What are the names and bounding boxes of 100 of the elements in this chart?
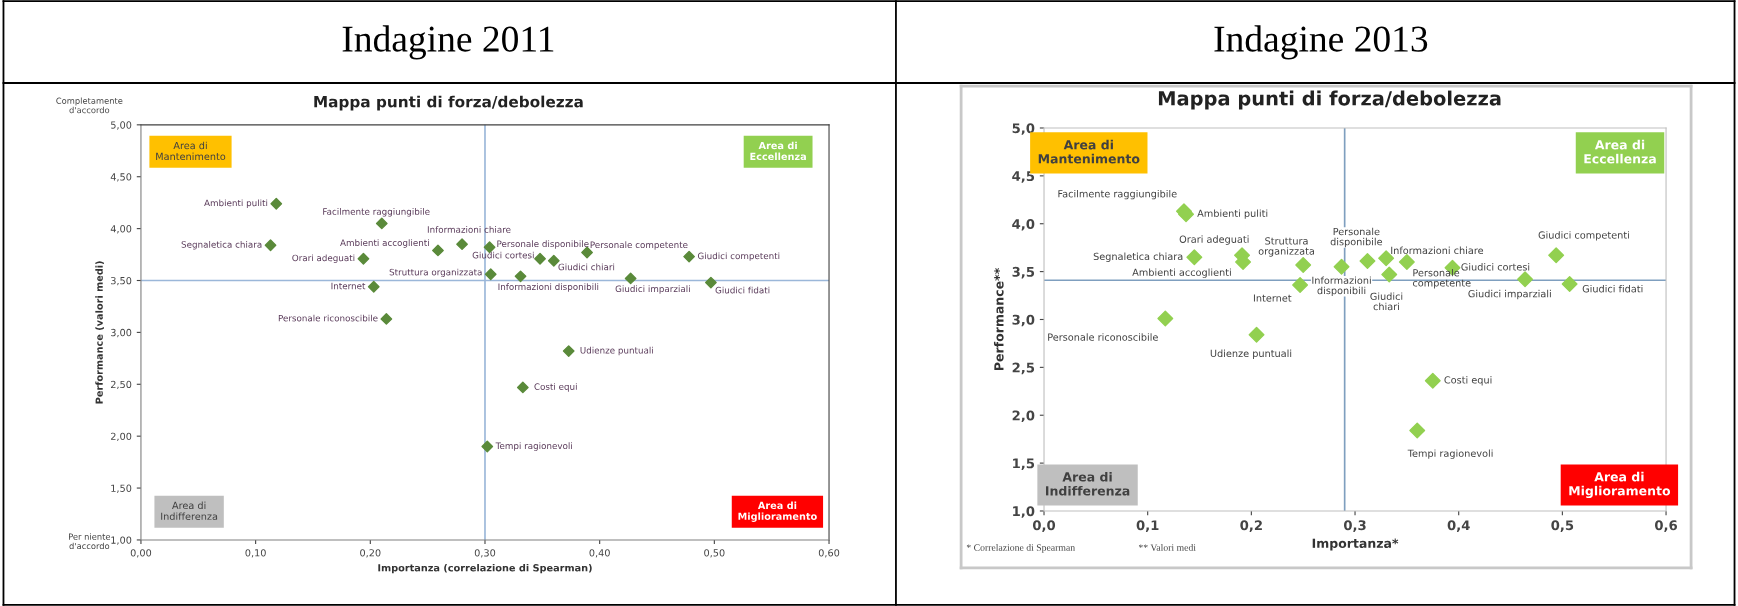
chart-subtitle: Indagine 2011: [342, 25, 554, 60]
x-tick-label: 0,0: [1032, 520, 1056, 532]
annotation: Udienze puntuali: [580, 346, 653, 356]
point: [534, 252, 546, 265]
point: [1381, 266, 1398, 283]
point: [705, 276, 717, 289]
annotation: Personale riconoscibile: [1048, 333, 1158, 341]
y-tick-label: 1,5: [1013, 458, 1035, 470]
y-tick-label: 3,00: [111, 328, 132, 338]
y-axis-title: Performance**: [993, 268, 1004, 370]
annotation: Ambienti accoglienti: [340, 239, 429, 248]
annotation: Giudici fidati: [715, 286, 770, 294]
annotation: Costi equi: [1444, 376, 1492, 386]
annotation: Informazioni disponibili: [1312, 276, 1371, 297]
annotation: Facilmente raggiungibile: [1058, 189, 1177, 200]
annotation: Giudici imparziali: [615, 285, 690, 294]
y-tick-label: 1,50: [111, 484, 132, 493]
annotation: Giudici chiari: [1370, 292, 1403, 311]
y-tick-label: 2,50: [110, 380, 132, 390]
annotation: Orari adeguati: [292, 254, 355, 263]
x-tick-label: 0,5: [1551, 520, 1574, 532]
annotation: Orari adeguati: [1179, 235, 1249, 245]
annotation: Personale disponibile: [497, 240, 589, 249]
annotation: Giudici imparziali: [1468, 289, 1551, 300]
point: [1186, 249, 1203, 266]
point: [683, 250, 696, 263]
point: [1295, 256, 1312, 273]
annotation: Area di Mantenimento: [1038, 139, 1140, 164]
point: [1157, 310, 1174, 327]
point: [1292, 277, 1309, 293]
point: [432, 244, 444, 257]
point: [375, 217, 388, 230]
chart-title: Mappa punti di forza/debolezza: [1158, 90, 1501, 110]
point: [481, 440, 494, 453]
point: [514, 270, 527, 283]
point: [456, 238, 468, 251]
annotation: Tempi ragionevoli: [495, 442, 572, 451]
point: [1424, 372, 1441, 389]
annotation: Ambienti puliti: [1197, 209, 1268, 219]
point: [624, 272, 637, 285]
annotation: Area di Eccellenza: [1584, 139, 1656, 164]
point: [1333, 258, 1350, 275]
point: [270, 197, 283, 210]
point: [1517, 271, 1534, 288]
annotation: Area di Miglioramento: [1569, 471, 1671, 499]
annotation: Segnaletica chiara: [1093, 252, 1183, 262]
point: [547, 254, 560, 267]
x-axis-title: Importanza*: [1312, 538, 1399, 551]
annotation: Ambienti accoglienti: [1132, 268, 1231, 278]
annotation: Struttura organizzata: [1258, 237, 1314, 257]
annotation: Udienze puntuali: [1210, 349, 1292, 359]
x-tick-label: 0,30: [474, 549, 496, 558]
text: Per niente d'accordo: [69, 533, 111, 550]
annotation: Giudici cortesi: [472, 251, 534, 259]
annotation: Personale competente: [590, 241, 688, 250]
x-tick-label: 0,1: [1136, 520, 1159, 532]
y-tick-label: 3,5: [1012, 266, 1035, 279]
point: [1398, 254, 1415, 271]
y-tick-label: 4,00: [110, 225, 132, 234]
y-tick-label: 2,00: [110, 432, 132, 441]
y-tick-label: 3,0: [1012, 314, 1035, 327]
x-tick-label: 0,20: [360, 549, 381, 558]
y-tick-label: 4,0: [1012, 218, 1035, 231]
y-tick-label: 4,50: [110, 173, 132, 182]
x-tick-label: 0,50: [704, 549, 725, 558]
point: [1409, 422, 1426, 439]
x-tick-label: 0,2: [1240, 520, 1262, 532]
y-tick-label: 5,00: [111, 121, 132, 130]
annotation: Internet: [1253, 294, 1292, 302]
annotation: Personale disponibile: [1330, 227, 1383, 248]
x-tick-label: 0,60: [818, 549, 840, 558]
annotation: Facilmente raggiungibile: [323, 208, 430, 217]
annotation: Informazioni chiare: [1391, 246, 1484, 255]
x-tick-label: 0,6: [1654, 520, 1678, 532]
y-tick-label: 3,50: [111, 276, 132, 286]
y-tick-label: 2,0: [1012, 410, 1035, 423]
annotation: Internet: [331, 282, 366, 290]
x-tick-label: 0,40: [589, 549, 610, 558]
point: [1248, 326, 1265, 343]
y-axis-title: Performance (valori medi): [95, 261, 104, 404]
annotation: Segnaletica chiara: [181, 240, 262, 250]
y-tick-label: 1,0: [1013, 506, 1035, 518]
annotation: Ambienti puliti: [204, 199, 268, 208]
annotation: Giudici fidati: [1582, 284, 1643, 293]
annotation: Informazioni chiare: [427, 226, 511, 233]
point: [484, 268, 497, 281]
x-tick-label: 0,00: [130, 549, 152, 558]
annotation: Area di Indifferenza: [161, 501, 218, 520]
y-tick-label: 5,0: [1012, 123, 1035, 135]
y-tick-label: 2,5: [1012, 362, 1035, 375]
annotation: Giudici chiari: [558, 263, 615, 271]
annotation: Area di Mantenimento: [156, 141, 226, 161]
annotation: Tempi ragionevoli: [1407, 449, 1493, 459]
point: [380, 313, 393, 325]
annotation: Giudici competenti: [1538, 231, 1629, 241]
y-tick-label: 4,5: [1012, 171, 1035, 183]
point: [562, 345, 575, 357]
text: ** Valori medi: [1138, 544, 1196, 551]
annotation: Personale riconoscibile: [278, 314, 378, 322]
chart-subtitle: Indagine 2013: [1214, 25, 1428, 60]
